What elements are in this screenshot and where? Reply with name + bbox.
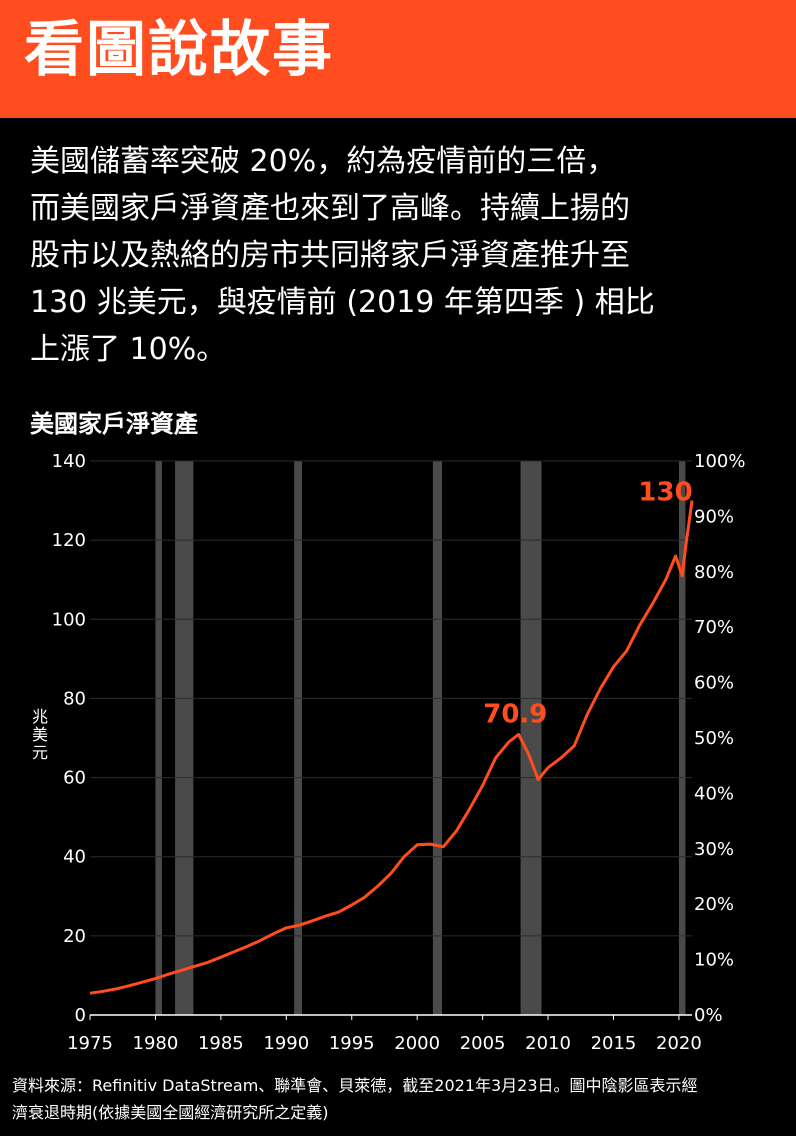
y-tick-label: 60	[63, 768, 86, 789]
y-tick-label: 20	[63, 926, 86, 947]
recession-band	[432, 461, 443, 1015]
y-tick-label: 40	[63, 847, 86, 868]
y-axis-label-char: 元	[32, 743, 48, 762]
header-banner: 看圖說故事	[0, 0, 796, 118]
y-tick-label: 0	[75, 1005, 86, 1026]
y2-tick-label: 80%	[694, 562, 734, 583]
y2-tick-label: 0%	[694, 1005, 723, 1026]
y-tick-label: 80	[63, 688, 86, 709]
series-lines	[89, 500, 694, 995]
y2-tick-label: 90%	[694, 506, 734, 527]
y2-axis-ticks: 0% 10% 20% 30% 40% 50% 60% 70% 80% 90% 100%	[694, 451, 745, 1026]
x-tick-label: 1985	[198, 1033, 244, 1054]
x-tick-label: 2010	[525, 1033, 571, 1054]
x-tick-label: 1995	[329, 1033, 375, 1054]
x-axis-ticks: 1975 1980 1985 1990 1995 2000 2005 2010 2015 2020	[67, 1033, 702, 1054]
footnote-line: 資料來源：Refinitiv DataStream、聯準會、貝萊德，截至2021…	[12, 1076, 698, 1095]
x-tick-label: 1990	[263, 1033, 309, 1054]
recession-bands	[155, 461, 686, 1015]
intro-line: 上漲了 10%。	[30, 332, 227, 367]
y-axis-label: 兆美元	[32, 707, 48, 762]
x-tick-label: 2020	[656, 1033, 702, 1054]
header-title: 看圖說故事	[24, 15, 334, 85]
footnote-line: 濟衰退時期(依據美國全國經濟研究所之定義)	[12, 1103, 329, 1122]
recession-band	[155, 461, 162, 1015]
annotations: 70.9 130	[483, 478, 692, 730]
y2-tick-label: 40%	[694, 783, 734, 804]
y-axis-label-char: 兆	[32, 707, 48, 726]
y2-tick-label: 50%	[694, 728, 734, 749]
y2-tick-label: 60%	[694, 673, 734, 694]
recession-band	[294, 461, 303, 1015]
x-tick-label: 1980	[133, 1033, 179, 1054]
annotation-label: 130	[638, 478, 692, 508]
y2-tick-label: 30%	[694, 839, 734, 860]
y-tick-label: 140	[52, 451, 86, 472]
x-tick-label: 1975	[67, 1033, 113, 1054]
y-axis-ticks: 0 20 40 60 80 100 120 140	[52, 451, 86, 1026]
footnote: 資料來源：Refinitiv DataStream、聯準會、貝萊德，截至2021…	[12, 1072, 792, 1126]
intro-paragraph: 美國儲蓄率突破 20%，約為疫情前的三倍， 而美國家戶淨資產也來到了高峰。持續上…	[30, 138, 770, 373]
y-axis-label-char: 美	[32, 725, 48, 744]
annotation-label: 70.9	[483, 699, 547, 729]
recession-band	[678, 461, 686, 1015]
y2-tick-label: 70%	[694, 617, 734, 638]
y2-tick-label: 20%	[694, 894, 734, 915]
series-line	[89, 500, 694, 995]
intro-line: 股市以及熱絡的房市共同將家戶淨資產推升至	[30, 238, 630, 273]
x-tick-label: 2005	[460, 1033, 506, 1054]
axes	[89, 1014, 692, 1020]
y2-tick-label: 10%	[694, 950, 734, 971]
intro-line: 130 兆美元，與疫情前 (2019 年第四季 ) 相比	[30, 285, 655, 320]
x-tick-label: 2015	[591, 1033, 637, 1054]
recession-band	[175, 461, 194, 1015]
x-tick-label: 2000	[394, 1033, 440, 1054]
intro-line: 美國儲蓄率突破 20%，約為疫情前的三倍，	[30, 144, 617, 179]
intro-line: 而美國家戶淨資產也來到了高峰。持續上揚的	[30, 191, 630, 226]
chart-title: 美國家戶淨資產	[30, 410, 198, 438]
y-tick-label: 120	[52, 530, 86, 551]
recession-band	[520, 461, 542, 1015]
y2-tick-label: 100%	[694, 451, 745, 472]
y-tick-label: 100	[52, 609, 86, 630]
